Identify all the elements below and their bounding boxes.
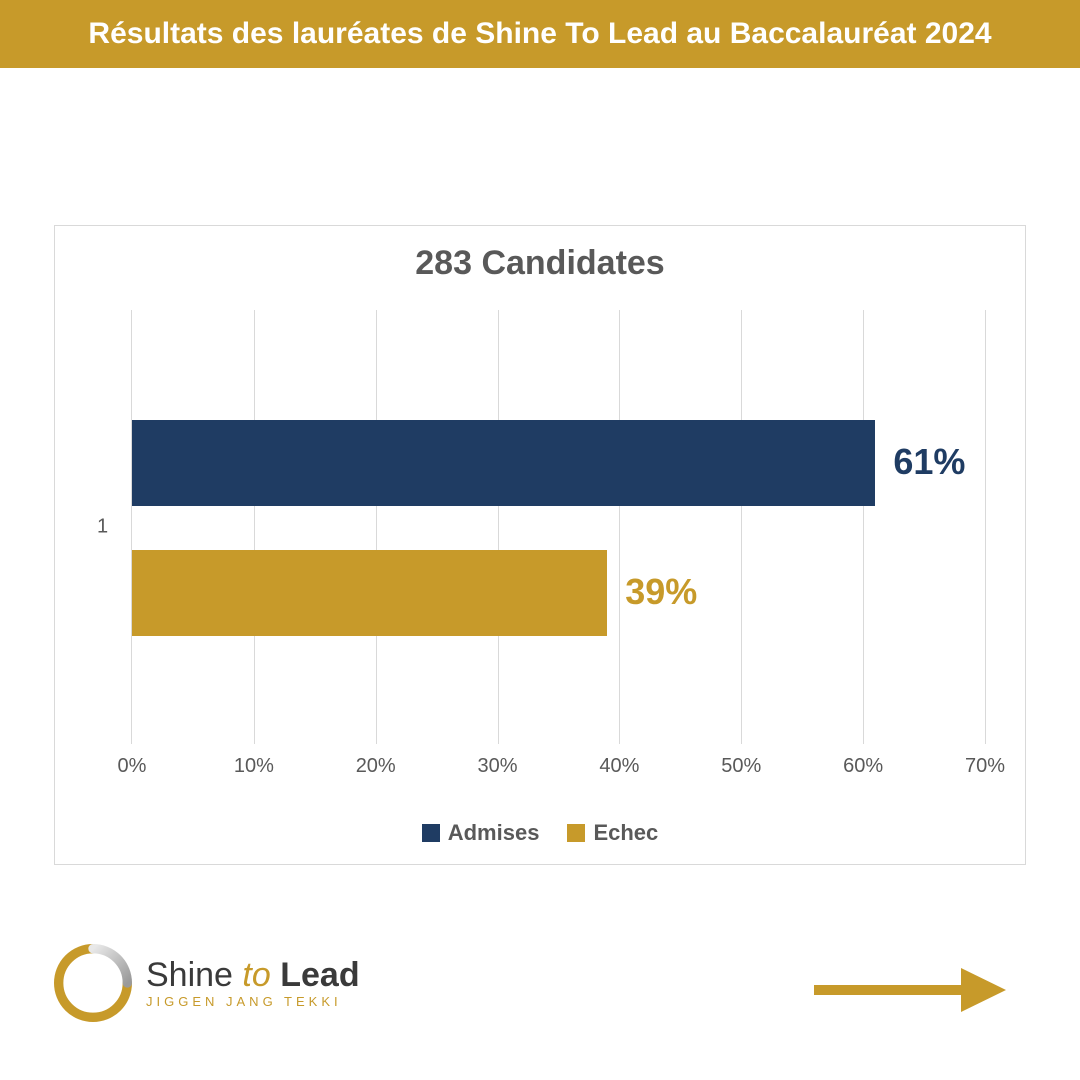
logo-title: Shine to Lead bbox=[146, 958, 360, 992]
grid-line bbox=[498, 310, 499, 744]
x-tick-label: 30% bbox=[478, 755, 518, 778]
x-tick-label: 20% bbox=[356, 755, 396, 778]
logo-text: Shine to Lead JIGGEN JANG TEKKI bbox=[146, 958, 360, 1009]
chart-card: 283 Candidates 0% 10% 20% 30% 40% 50% 60% 70% 61… bbox=[54, 225, 1026, 865]
bar-label-echec: 39% bbox=[625, 571, 697, 613]
legend-item: Admises bbox=[422, 820, 540, 846]
bar-admises bbox=[132, 420, 875, 506]
header-band: Résultats des lauréates de Shine To Lead… bbox=[0, 0, 1080, 68]
plot-area: 0%10%20%30%40%50%60%70%61%39% bbox=[131, 310, 985, 744]
grid-line bbox=[985, 310, 986, 744]
grid-line bbox=[254, 310, 255, 744]
logo-word-shine: Shine bbox=[146, 956, 233, 994]
x-tick-label: 10% bbox=[234, 755, 274, 778]
logo-icon bbox=[54, 944, 132, 1022]
logo: Shine to Lead JIGGEN JANG TEKKI bbox=[54, 944, 360, 1022]
next-arrow[interactable] bbox=[806, 960, 1006, 1025]
legend-swatch bbox=[422, 824, 440, 842]
legend-item: Echec bbox=[567, 820, 658, 846]
chart-title: 283 Candidates bbox=[55, 226, 1025, 283]
x-tick-label: 70% bbox=[965, 755, 1005, 778]
page: Résultats des lauréates de Shine To Lead… bbox=[0, 0, 1080, 1080]
x-tick-label: 40% bbox=[599, 755, 639, 778]
legend-label: Echec bbox=[593, 820, 658, 846]
x-tick-label: 50% bbox=[721, 755, 761, 778]
bar-echec bbox=[132, 550, 607, 636]
logo-word-lead: Lead bbox=[280, 956, 359, 994]
y-axis-category-label: 1 bbox=[97, 516, 108, 539]
bar-label-admises: 61% bbox=[893, 441, 965, 483]
legend-swatch bbox=[567, 824, 585, 842]
grid-line bbox=[376, 310, 377, 744]
logo-word-to: to bbox=[242, 956, 270, 994]
footer: Shine to Lead JIGGEN JANG TEKKI bbox=[54, 934, 1026, 1044]
grid-line bbox=[741, 310, 742, 744]
logo-tagline: JIGGEN JANG TEKKI bbox=[146, 994, 360, 1009]
arrow-right-icon bbox=[806, 960, 1006, 1020]
x-tick-label: 0% bbox=[118, 755, 147, 778]
chart-legend: Admises Echec bbox=[55, 820, 1025, 846]
chart-plot: 0%10%20%30%40%50%60%70%61%39% 1 bbox=[131, 310, 985, 744]
x-tick-label: 60% bbox=[843, 755, 883, 778]
legend-label: Admises bbox=[448, 820, 540, 846]
grid-line bbox=[863, 310, 864, 744]
grid-line bbox=[619, 310, 620, 744]
page-title: Résultats des lauréates de Shine To Lead… bbox=[88, 17, 991, 51]
